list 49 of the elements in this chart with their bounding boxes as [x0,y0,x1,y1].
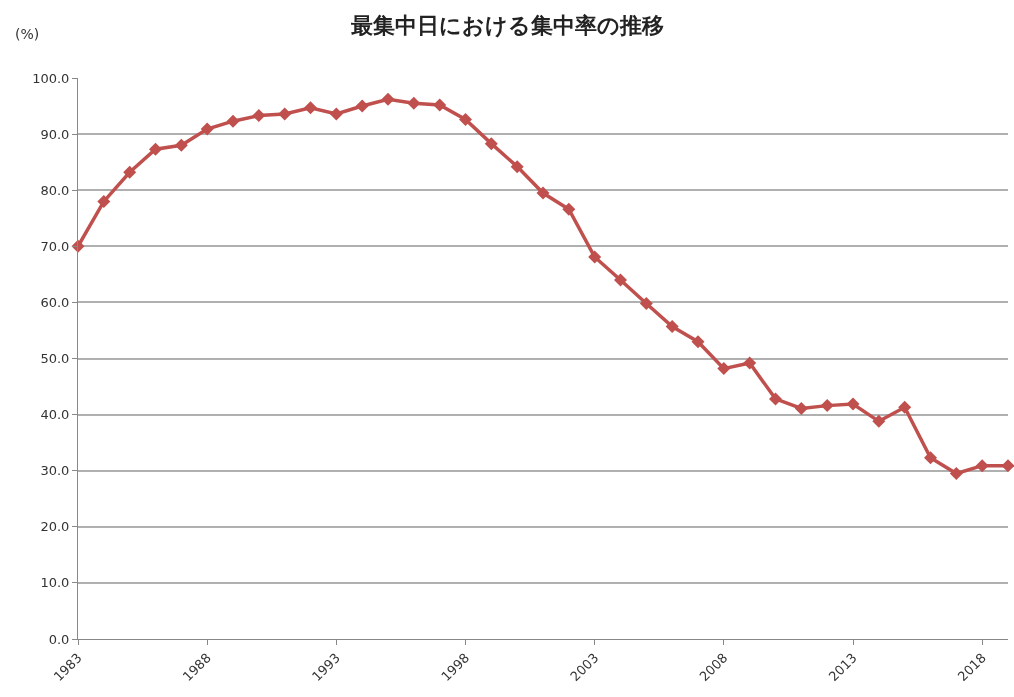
point [639,297,653,311]
point [226,114,240,128]
chart-title: 最集中日における集中率の推移 [349,12,664,38]
y-tick-label: 90.0 [40,126,70,142]
point [614,273,627,287]
point [717,362,731,376]
point [588,250,602,264]
point [794,401,808,415]
y-tick-label: 80.0 [40,182,70,198]
point [252,109,266,123]
point [975,459,989,473]
y-tick-label: 30.0 [40,463,70,479]
y-tick-label: 50.0 [40,351,70,367]
point [200,122,214,136]
y-tick-label: 20.0 [40,519,70,535]
point [846,397,860,411]
point [562,202,576,216]
point [97,194,111,208]
point [459,113,472,127]
point [433,98,447,112]
point [381,92,395,106]
point [510,160,524,174]
point [743,356,757,370]
y-axis-title: (%) [15,26,40,42]
y-tick-label: 0.0 [48,631,70,647]
point [304,101,317,115]
point [924,451,937,465]
point [329,107,343,121]
point [174,138,188,152]
point [949,467,963,481]
point [407,96,421,110]
point [355,99,369,113]
point [872,414,886,428]
point [123,165,137,179]
y-tick-label: 100.0 [32,70,70,86]
point [1001,459,1014,473]
y-tick-label: 60.0 [40,294,70,310]
point [691,335,705,349]
point [665,320,679,334]
point [898,400,912,414]
point [484,137,498,151]
y-tick-label: 70.0 [40,238,70,254]
point [149,142,162,156]
point [769,392,782,406]
y-tick-label: 40.0 [40,407,70,423]
point [536,186,550,200]
point [278,107,292,121]
y-tick-label: 10.0 [40,575,70,591]
point [820,399,834,413]
